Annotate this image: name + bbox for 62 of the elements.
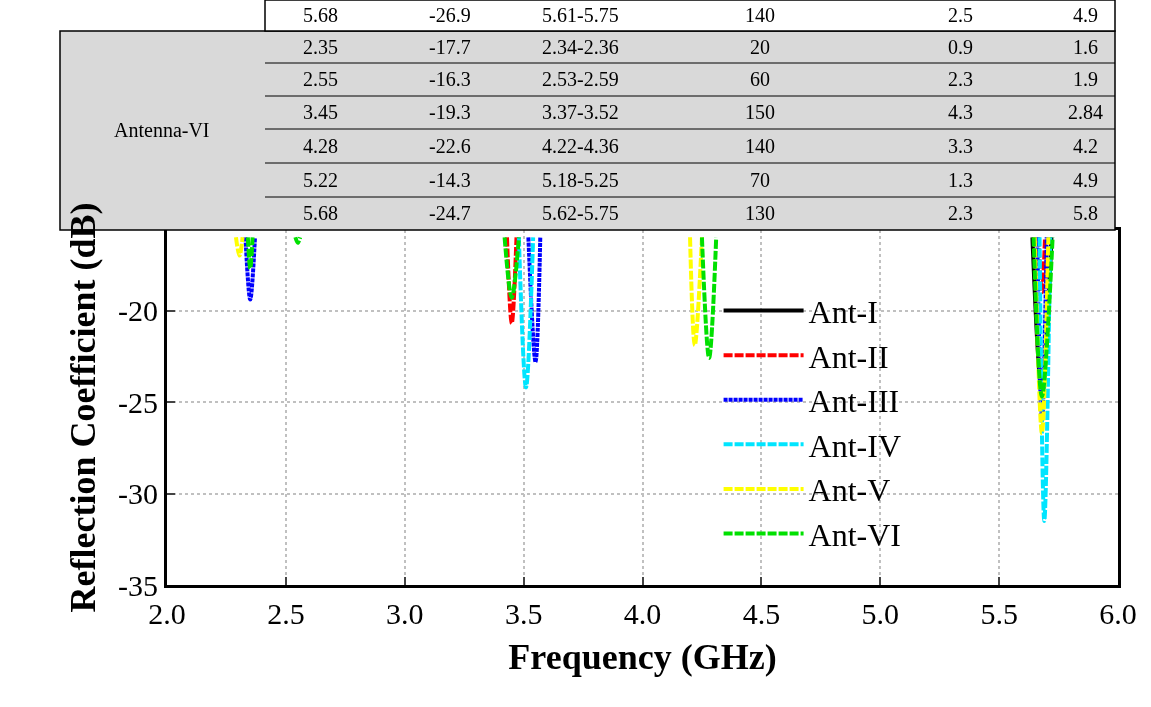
- text: -26.9: [429, 4, 471, 26]
- x-tick-label: 5.0: [861, 597, 899, 630]
- text: 20: [750, 36, 770, 58]
- text: 4.22-4.36: [542, 135, 619, 157]
- text: 2.53-2.59: [542, 68, 619, 90]
- text: 4.9: [1073, 4, 1098, 26]
- x-tick-label: 4.5: [742, 597, 781, 630]
- x-axis-title: Frequency (GHz): [508, 636, 777, 677]
- x-tick-label: 5.5: [980, 597, 1018, 630]
- text: 4.2: [1073, 135, 1098, 157]
- text: 2.34-2.36: [542, 36, 619, 58]
- text: 60: [750, 68, 770, 90]
- legend-label: Ant-VI: [808, 517, 901, 554]
- legend-label: Ant-IV: [808, 427, 901, 464]
- text: 150: [745, 101, 775, 123]
- text: 4.28: [303, 135, 338, 157]
- x-tick-label: 6.0: [1099, 597, 1137, 630]
- text: 4.9: [1073, 169, 1098, 191]
- text: 5.62-5.75: [542, 202, 619, 224]
- text: 2.3: [948, 68, 973, 90]
- text: -16.3: [429, 68, 471, 90]
- text: 5.68: [303, 202, 338, 224]
- y-axis-title: Reflection Coefficient (dB): [62, 202, 103, 613]
- text: 3.3: [948, 135, 973, 157]
- text: -14.3: [429, 169, 471, 191]
- text: 2.3: [948, 202, 973, 224]
- text: 5.68: [303, 4, 338, 26]
- text: 5.8: [1073, 202, 1098, 224]
- text: 1.6: [1073, 36, 1098, 58]
- legend-label: Ant-III: [808, 383, 900, 420]
- text: 130: [745, 202, 775, 224]
- x-tick-label: 4.0: [623, 597, 662, 630]
- text: 1.9: [1073, 68, 1098, 90]
- text: 3.37-3.52: [542, 101, 619, 123]
- text: 2.35: [303, 36, 338, 58]
- y-tick-label: -20: [118, 294, 158, 328]
- text: 5.22: [303, 169, 338, 191]
- text: 5.18-5.25: [542, 169, 619, 191]
- y-tick-label: -30: [118, 477, 158, 511]
- text: -24.7: [429, 202, 471, 224]
- text: 0.9: [948, 36, 973, 58]
- text: -17.7: [429, 36, 471, 58]
- x-tick-label: 3.5: [504, 597, 543, 630]
- text: -19.3: [429, 101, 471, 123]
- text: 4.3: [948, 101, 973, 123]
- text: 2.5: [948, 4, 973, 26]
- text: 2.55: [303, 68, 338, 90]
- text: Antenna-VI: [114, 119, 210, 141]
- text: 70: [750, 169, 770, 191]
- legend-label: Ant-I: [808, 294, 878, 331]
- text: 140: [745, 135, 775, 157]
- legend-label: Ant-II: [808, 338, 889, 375]
- x-tick-label: 3.0: [386, 597, 424, 630]
- text: -22.6: [429, 135, 471, 157]
- text: 5.61-5.75: [542, 4, 619, 26]
- text: 1.3: [948, 169, 973, 191]
- y-tick-label: -25: [118, 385, 158, 419]
- text: 140: [745, 4, 775, 26]
- x-tick-label: 2.5: [267, 597, 305, 630]
- text: 3.45: [303, 101, 338, 123]
- legend-label: Ant-V: [808, 472, 891, 509]
- text: 2.84: [1068, 101, 1103, 123]
